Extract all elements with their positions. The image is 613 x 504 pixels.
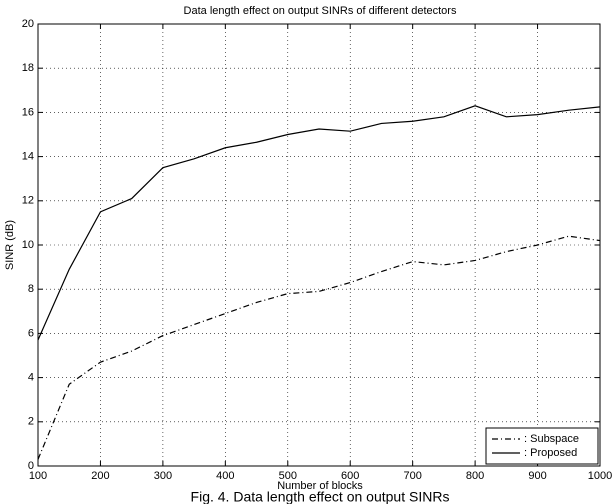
legend-label: : Subspace xyxy=(524,433,579,445)
y-tick-label: 0 xyxy=(28,460,34,472)
y-tick-label: 20 xyxy=(22,18,34,30)
y-tick-label: 4 xyxy=(28,372,34,384)
y-tick-label: 2 xyxy=(28,416,34,428)
legend-label: : Proposed xyxy=(524,447,577,459)
x-tick-label: 600 xyxy=(341,470,359,482)
caption: Fig. 4. Data length effect on output SIN… xyxy=(191,489,450,504)
x-tick-label: 100 xyxy=(29,470,47,482)
x-tick-label: 300 xyxy=(154,470,172,482)
chart-title: Data length effect on output SINRs of di… xyxy=(184,5,457,17)
y-tick-label: 18 xyxy=(22,62,34,74)
x-tick-label: 800 xyxy=(466,470,484,482)
x-tick-label: 1000 xyxy=(588,470,612,482)
series-line xyxy=(37,105,601,341)
series-line xyxy=(37,235,601,460)
y-tick-label: 16 xyxy=(22,106,34,118)
x-tick-label: 700 xyxy=(403,470,421,482)
x-tick-label: 200 xyxy=(91,470,109,482)
y-tick-label: 6 xyxy=(28,327,34,339)
x-tick-label: 500 xyxy=(279,470,297,482)
y-axis-label: SINR (dB) xyxy=(4,220,16,270)
x-tick-label: 400 xyxy=(216,470,234,482)
legend-box xyxy=(485,427,599,465)
plot-frame xyxy=(37,23,601,467)
y-tick-label: 14 xyxy=(22,151,34,163)
y-tick-label: 10 xyxy=(22,239,34,251)
x-tick-label: 900 xyxy=(528,470,546,482)
x-axis-label: Number of blocks xyxy=(277,480,363,492)
y-tick-label: 12 xyxy=(22,195,34,207)
y-tick-label: 8 xyxy=(28,283,34,295)
